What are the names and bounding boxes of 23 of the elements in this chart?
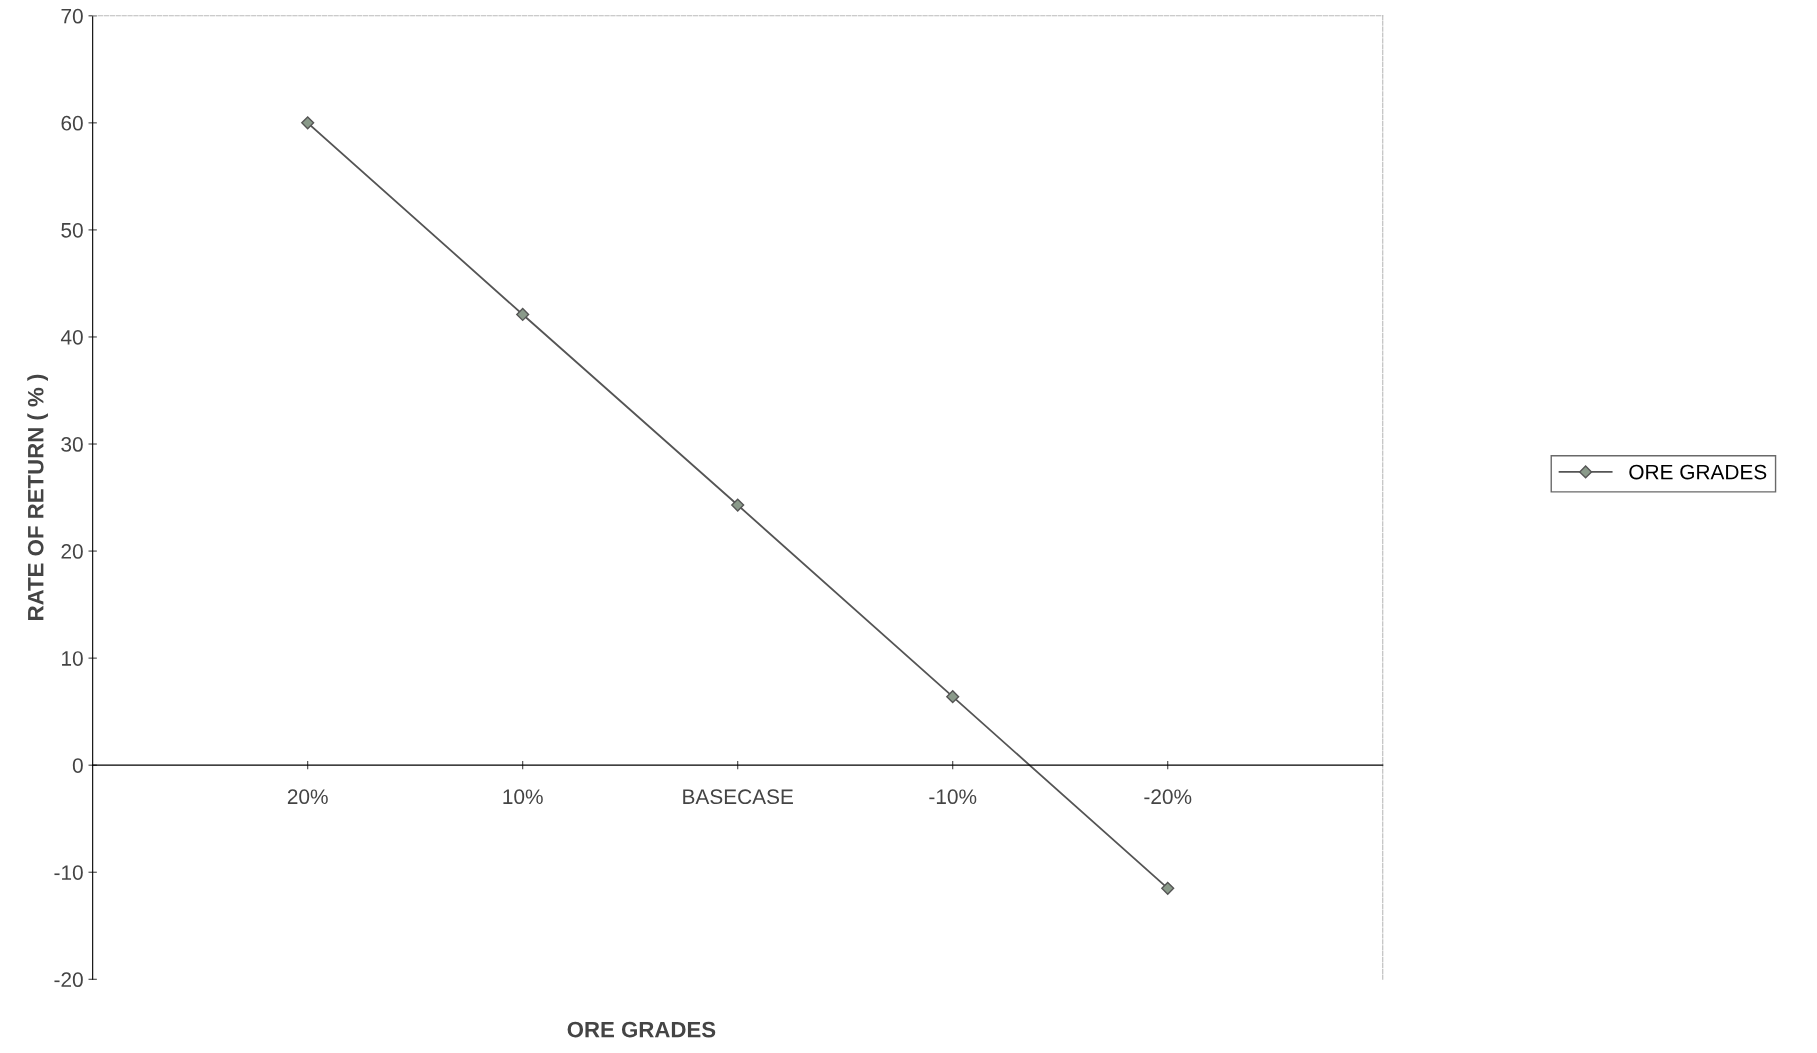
y-tick-label: 10 bbox=[62, 651, 83, 666]
y-tick-label: 20 bbox=[61, 544, 83, 559]
x-axis-title: ORE GRADES bbox=[567, 1021, 716, 1038]
legend-label: ORE GRADES bbox=[1629, 464, 1767, 480]
y-tick-label: 50 bbox=[61, 222, 83, 238]
point bbox=[516, 307, 530, 322]
x-tick-label: 10% bbox=[503, 789, 543, 805]
point bbox=[946, 690, 960, 704]
y-tick-label: 60 bbox=[61, 115, 83, 131]
y-tick-label: 40 bbox=[60, 329, 83, 345]
x-tick-label: BASECASE bbox=[683, 789, 793, 805]
y-tick-label: -10 bbox=[54, 865, 83, 880]
y-tick-label: 0 bbox=[72, 758, 83, 773]
y-tick-label: 30 bbox=[61, 437, 83, 452]
point bbox=[731, 498, 745, 512]
x-tick-label: -10% bbox=[929, 789, 977, 805]
x-tick-label: 20% bbox=[287, 789, 328, 805]
y-tick-label: 70 bbox=[61, 8, 83, 24]
point bbox=[1161, 881, 1175, 895]
x-tick-label: -20% bbox=[1144, 789, 1192, 805]
y-tick-label: -20 bbox=[54, 972, 83, 988]
y-axis-title: RATE OF RETURN ( % ) bbox=[27, 374, 48, 620]
point bbox=[301, 116, 315, 130]
